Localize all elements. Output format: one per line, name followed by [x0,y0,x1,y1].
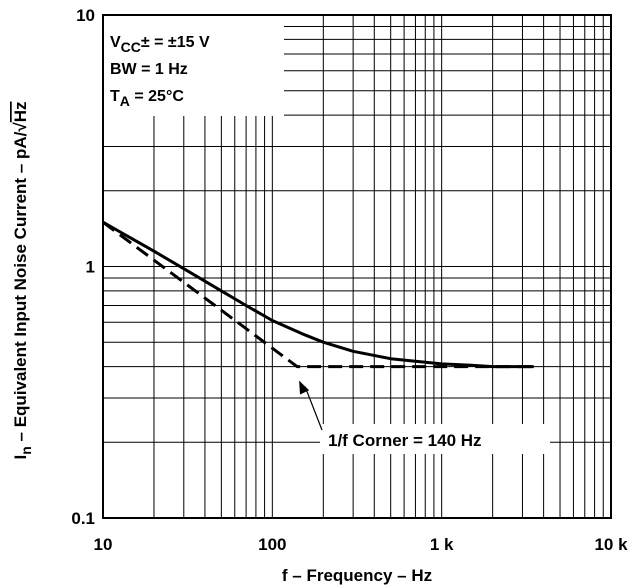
conditions-legend: VCC± = ±15 V BW = 1 Hz TA = 25°C [104,16,284,116]
x-tick-label: 10 [94,535,113,554]
y-label-subscript: n [18,446,34,455]
plot-frame [102,14,612,519]
tick-labels: 10 100 1 k 10 k 0.1 1 10 [71,6,628,554]
condition-main: T [110,88,120,105]
x-tick-label: 100 [258,535,286,554]
y-label-radicand: Hz [11,102,30,123]
x-tick-label: 10 k [594,535,628,554]
annotation-label: 1/f Corner = 140 Hz [328,431,482,450]
x-axis-label: f – Frequency – Hz [282,566,432,585]
condition-subscript: CC [121,39,141,55]
annotation-group: 1/f Corner = 140 Hz [299,380,550,454]
legend-background [104,16,284,116]
noise-current-line [102,220,534,369]
y-tick-label: 1 [86,258,95,277]
dashed-asymptote-line [102,220,534,369]
y-axis-label: In – Equivalent Input Noise Current – pA… [11,102,34,460]
condition-main: V [110,34,121,51]
annotation-arrowhead [299,380,310,395]
series-group [102,220,534,369]
annotation-leader-line [304,386,323,431]
condition-line: TA = 25°C [110,88,184,109]
y-label-prefix: I [11,455,30,460]
y-label-text: – Equivalent Input Noise Current – pA/ [11,131,30,446]
y-label-sqrt: √ [11,122,30,132]
annotation-background [320,424,550,454]
condition-rest: = 25°C [130,88,184,105]
condition-line: VCC± = ±15 V [110,34,210,55]
condition-main: BW = 1 Hz [110,61,188,78]
condition-subscript: A [120,93,130,109]
condition-line: BW = 1 Hz [110,61,188,78]
condition-rest: ± = ±15 V [141,34,210,51]
y-tick-label: 0.1 [71,509,95,528]
x-tick-label: 1 k [430,535,454,554]
y-tick-label: 10 [76,6,95,25]
y-axis-label-text: In – Equivalent Input Noise Current – pA… [11,102,34,460]
